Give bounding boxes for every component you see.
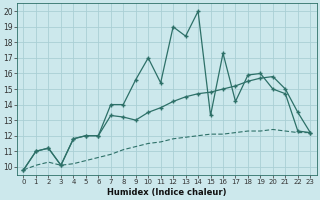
X-axis label: Humidex (Indice chaleur): Humidex (Indice chaleur) — [107, 188, 227, 197]
